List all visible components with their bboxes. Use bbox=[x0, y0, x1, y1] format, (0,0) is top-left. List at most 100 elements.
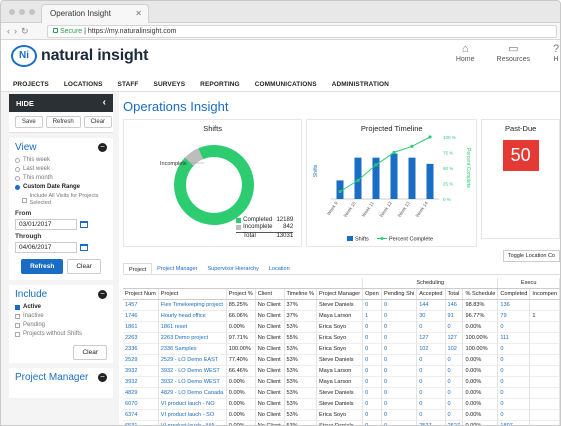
include-active-checkbox[interactable]: Active bbox=[15, 304, 107, 310]
table-cell[interactable]: 0.00% bbox=[462, 354, 499, 365]
tab-location[interactable]: Location bbox=[268, 266, 290, 272]
table-cell[interactable]: 0 bbox=[362, 398, 383, 409]
calendar-icon[interactable] bbox=[80, 221, 88, 228]
clear-button[interactable]: Clear bbox=[83, 116, 113, 128]
table-cell[interactable]: 0 bbox=[381, 321, 418, 332]
save-button[interactable]: Save bbox=[15, 116, 43, 128]
table-cell[interactable]: 0.00% bbox=[462, 376, 499, 387]
table-cell[interactable]: 0 bbox=[416, 376, 446, 387]
through-date-input[interactable] bbox=[15, 242, 77, 253]
tab-supervisor-hierarchy[interactable]: Supervisor Hierarchy bbox=[207, 266, 259, 272]
table-cell[interactable]: VI product lauch - MA bbox=[158, 420, 227, 425]
table-cell[interactable]: 0 bbox=[362, 376, 383, 387]
table-cell[interactable]: 0 bbox=[416, 321, 446, 332]
table-cell[interactable]: 0 bbox=[416, 354, 446, 365]
window-controls[interactable] bbox=[9, 9, 35, 15]
toggle-location-columns-button[interactable]: Toggle Location Co bbox=[502, 250, 560, 262]
hide-sidebar-button[interactable]: HIDE ‹ bbox=[9, 94, 113, 112]
table-cell[interactable]: 3932 - LO Demo WEST bbox=[158, 376, 227, 387]
table-cell[interactable]: 0 bbox=[362, 343, 383, 354]
include-no-shifts-checkbox[interactable]: Projects without Shifts bbox=[15, 331, 107, 337]
table-cell[interactable]: 0.00% bbox=[462, 409, 499, 420]
pastdue-card[interactable]: Past-Due 50 bbox=[481, 119, 560, 239]
table-cell[interactable]: 2527 bbox=[416, 420, 446, 425]
donut-slice-incomplete[interactable] bbox=[184, 148, 203, 166]
column-header[interactable]: Project bbox=[158, 288, 227, 300]
url-field[interactable]: Secure | https://my.naturalinsight.com bbox=[47, 25, 557, 38]
view-refresh-button[interactable]: Refresh bbox=[21, 259, 64, 274]
refresh-button[interactable]: Refresh bbox=[45, 116, 81, 128]
column-header[interactable]: % Schedule bbox=[462, 288, 499, 300]
nav-communications[interactable]: COMMUNICATIONS bbox=[254, 80, 317, 88]
table-cell[interactable]: 1861 reset bbox=[158, 321, 227, 332]
table-cell[interactable]: 4829 bbox=[123, 387, 159, 398]
timeline-bar[interactable] bbox=[372, 157, 380, 199]
table-cell[interactable]: 0 bbox=[416, 409, 446, 420]
table-row[interactable]: 6374 VI product lauch - SO 0.00% No Client 5… bbox=[123, 409, 560, 420]
table-cell[interactable]: 30 bbox=[416, 310, 446, 321]
table-cell[interactable]: 111 bbox=[497, 332, 531, 343]
table-cell[interactable]: 2336 bbox=[123, 343, 159, 354]
table-cell[interactable]: 0 bbox=[445, 321, 464, 332]
logo[interactable]: Ni natural insight bbox=[11, 45, 148, 67]
table-row[interactable]: 6070 VI product lauch - NO 0.00% No Client 5… bbox=[123, 398, 560, 409]
table-cell[interactable]: 0 bbox=[381, 387, 418, 398]
table-cell[interactable]: 3932 - LO Demo WEST bbox=[158, 365, 227, 376]
table-cell[interactable]: 1897 bbox=[497, 420, 531, 425]
table-cell[interactable]: 0.00% bbox=[462, 398, 499, 409]
column-header[interactable]: Total bbox=[445, 288, 464, 300]
table-cell[interactable]: 1457 bbox=[123, 299, 159, 310]
table-cell[interactable]: 0 bbox=[381, 310, 418, 321]
include-all-visits-checkbox[interactable]: Include All Visits for Projects Selected bbox=[22, 193, 107, 207]
nav-projects[interactable]: PROJECTS bbox=[13, 80, 49, 88]
table-cell[interactable]: 0 bbox=[416, 387, 446, 398]
table-cell[interactable]: 144 bbox=[416, 299, 446, 310]
table-cell[interactable]: 0 bbox=[497, 376, 531, 387]
nav-locations[interactable]: LOCATIONS bbox=[63, 80, 103, 88]
table-cell[interactable]: 0 bbox=[362, 409, 383, 420]
percent-complete-point[interactable] bbox=[428, 135, 432, 139]
donut-slice-completed[interactable] bbox=[174, 145, 254, 225]
table-cell[interactable]: 4829 - LO Demo Canada bbox=[158, 387, 227, 398]
table-cell[interactable]: 2263 bbox=[123, 332, 159, 343]
table-cell[interactable]: 0 bbox=[416, 365, 446, 376]
table-cell[interactable]: 0.00% bbox=[462, 321, 499, 332]
include-clear-button[interactable]: Clear bbox=[73, 345, 107, 360]
table-cell[interactable]: 0 bbox=[381, 376, 418, 387]
table-cell[interactable]: 0 bbox=[445, 387, 464, 398]
calendar-icon[interactable] bbox=[80, 244, 88, 251]
browser-nav-buttons[interactable]: ‹›↻ bbox=[7, 26, 33, 36]
browser-tab[interactable]: Operation Insight ✕ bbox=[41, 4, 149, 23]
table-cell[interactable]: 0 bbox=[381, 343, 418, 354]
table-cell[interactable]: 0 bbox=[497, 398, 531, 409]
table-cell[interactable]: 0 bbox=[381, 409, 418, 420]
table-cell[interactable]: 0 bbox=[362, 365, 383, 376]
table-cell[interactable]: 0 bbox=[445, 409, 464, 420]
table-cell[interactable]: 96.77% bbox=[462, 310, 499, 321]
tab-project[interactable]: Project bbox=[123, 263, 153, 274]
table-row[interactable]: 3932 3932 - LO Demo WEST 0.00% No Client 53%… bbox=[123, 376, 560, 387]
view-clear-button[interactable]: Clear bbox=[67, 259, 101, 274]
table-cell[interactable]: 6531 bbox=[123, 420, 159, 425]
table-cell[interactable]: 0 bbox=[381, 299, 418, 310]
column-header[interactable]: Accepted bbox=[416, 288, 446, 300]
table-cell[interactable]: 0 bbox=[381, 420, 418, 425]
column-header[interactable]: Completed bbox=[497, 288, 531, 300]
table-cell[interactable]: 6070 bbox=[123, 398, 159, 409]
table-cell[interactable]: 0 bbox=[445, 365, 464, 376]
percent-complete-point[interactable] bbox=[338, 189, 342, 194]
timeline-bar[interactable] bbox=[390, 153, 398, 199]
timeline-bar[interactable] bbox=[426, 163, 434, 199]
percent-complete-point[interactable] bbox=[374, 163, 378, 167]
table-row[interactable]: 2263 2263 Demo project 97.71% No Client 55% E… bbox=[123, 332, 560, 343]
column-header[interactable]: Project % bbox=[226, 288, 256, 300]
percent-complete-point[interactable] bbox=[410, 144, 414, 148]
table-cell[interactable]: 0 bbox=[362, 299, 383, 310]
view-option-this-month[interactable]: This month bbox=[15, 175, 107, 181]
resources-link[interactable]: ▭ Resources bbox=[496, 43, 530, 63]
table-cell[interactable]: 0.00% bbox=[462, 365, 499, 376]
table-cell[interactable]: 136 bbox=[497, 299, 531, 310]
table-cell[interactable]: 98.83% bbox=[462, 299, 499, 310]
close-tab-icon[interactable]: ✕ bbox=[135, 9, 142, 18]
view-option-last-week[interactable]: Last week bbox=[15, 166, 107, 172]
